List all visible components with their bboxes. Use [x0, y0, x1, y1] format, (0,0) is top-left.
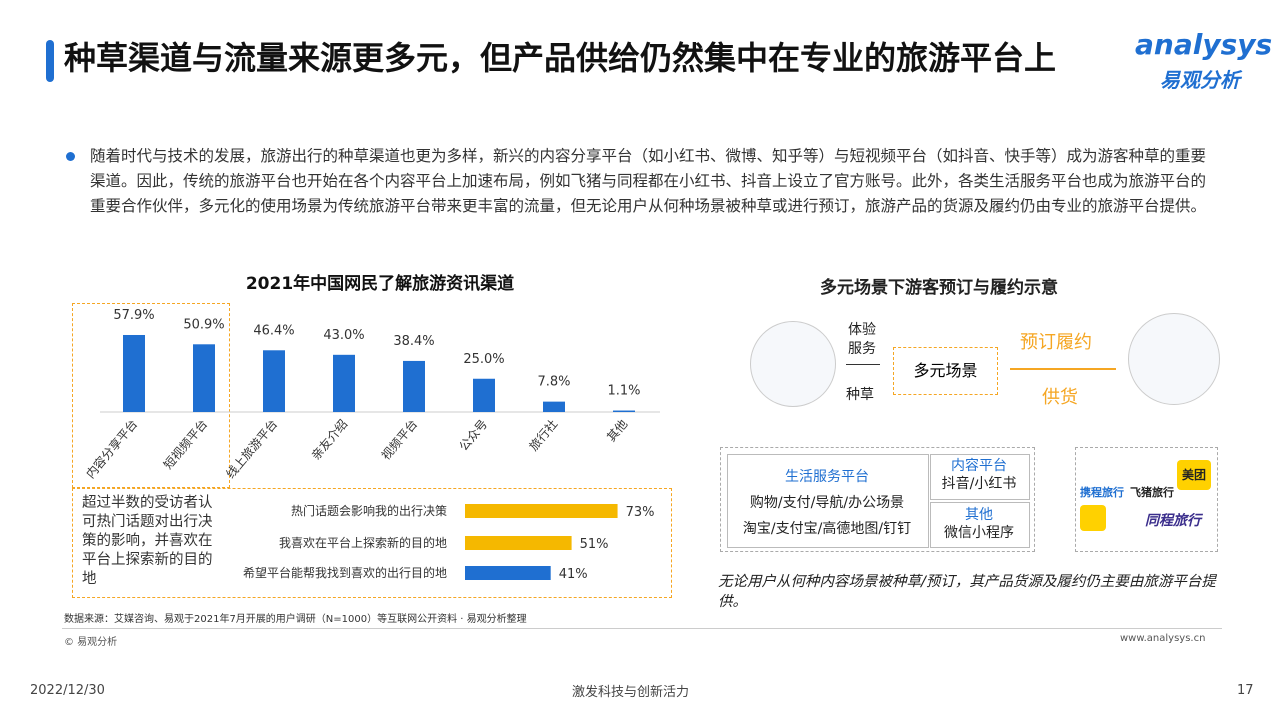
right-bottom-label: 供货 [1042, 387, 1078, 408]
logo: 携程旅行 [1080, 486, 1124, 499]
bullet-text: 随着时代与技术的发展，旅游出行的种草渠道也更为多样，新兴的内容分享平台（如小红书… [90, 147, 1207, 215]
logo: 同程旅行 [1145, 513, 1201, 529]
x-tick-label: 短视频平台 [160, 416, 210, 472]
services-icon [1128, 313, 1220, 405]
logo-icon [1080, 505, 1106, 531]
data-label: 25.0% [463, 352, 504, 367]
x-tick-label: 公众号 [456, 417, 490, 454]
x-tick-label: 视频平台 [378, 416, 420, 462]
copyright: © 易观分析 [64, 637, 118, 648]
page-number: 17 [1237, 683, 1254, 698]
footer-date: 2022/12/30 [30, 683, 105, 698]
data-label: 43.0% [323, 328, 364, 343]
logo: 美团 [1177, 460, 1211, 490]
arrow [1010, 368, 1116, 370]
callout-text: 超过半数的受访者认可热门话题对出行决策的影响，并喜欢在平台上探索新的目的地 [82, 495, 213, 587]
bar [403, 360, 425, 412]
left-top-label: 体验服务 [848, 322, 876, 357]
bullet-dot [66, 152, 75, 161]
x-tick-label: 内容分享平台 [83, 416, 141, 481]
y-tick-label: 希望平台能帮我找到喜欢的出行目的地 [243, 565, 447, 580]
content-box [930, 454, 1030, 500]
bar [263, 350, 285, 412]
life-text: 淘宝/支付宝/高德地图/钉钉 [742, 521, 912, 537]
data-label: 50.9% [183, 317, 224, 332]
logo-en: analysys [1135, 28, 1273, 61]
life-title: 生活服务平台 [785, 469, 869, 485]
traveler-icon [750, 321, 836, 407]
footer-slogan: 激发科技与创新活力 [572, 685, 690, 700]
data-label: 46.4% [253, 323, 294, 338]
callout-box [72, 488, 672, 598]
divider [62, 628, 1222, 629]
bar [333, 354, 355, 412]
life-box [727, 454, 929, 548]
bar [473, 378, 495, 412]
bar [193, 344, 215, 412]
source: 数据来源：艾媒咨询、易观于2021年7月开展的用户调研（N=1000）等互联网公… [64, 614, 527, 625]
chart-title: 2021年中国网民了解旅游资讯渠道 [246, 273, 514, 294]
content-title: 内容平台 [951, 458, 1007, 474]
bar [465, 566, 551, 580]
other-text: 微信小程序 [944, 525, 1014, 541]
left-bottom-label: 种草 [846, 387, 874, 403]
logo-box [1075, 447, 1218, 552]
data-label: 73% [626, 505, 655, 520]
data-label: 51% [580, 537, 609, 552]
content-text: 抖音/小红书 [941, 476, 1017, 492]
data-label: 38.4% [393, 334, 434, 349]
bar [543, 401, 565, 412]
data-label: 7.8% [537, 375, 570, 390]
bar [613, 410, 635, 412]
other-box [930, 502, 1030, 548]
diagram-title: 多元场景下游客预订与履约示意 [820, 278, 1058, 298]
slide-title: 种草渠道与流量来源更多元，但产品供给仍然集中在专业的旅游平台上 [64, 39, 1057, 77]
title-accent [46, 40, 54, 82]
x-tick-label: 其他 [604, 417, 630, 444]
life-text: 购物/支付/导航/办公场景 [749, 495, 905, 511]
y-tick-label: 我喜欢在平台上探索新的目的地 [279, 535, 447, 550]
data-label: 57.9% [113, 308, 154, 323]
data-label: 41% [559, 567, 588, 582]
center-node: 多元场景 [893, 347, 998, 395]
y-tick-label: 热门话题会影响我的出行决策 [291, 503, 447, 518]
bar [123, 334, 145, 412]
bar [465, 536, 572, 550]
platform-box [720, 447, 1035, 552]
highlight-box [72, 303, 230, 488]
data-label: 1.1% [607, 384, 640, 399]
x-tick-label: 亲友介绍 [309, 417, 351, 463]
right-top-label: 预订履约 [1020, 332, 1092, 353]
other-title: 其他 [965, 507, 993, 523]
x-tick-label: 旅行社 [526, 416, 561, 453]
arrow [846, 364, 880, 365]
url: www.analysys.cn [1120, 633, 1206, 644]
diagram-caption: 无论用户从何种内容场景被种草/预订，其产品货源及履约仍主要由旅游平台提供。 [718, 574, 1216, 610]
logo: 飞猪旅行 [1130, 486, 1174, 499]
logo-cn: 易观分析 [1160, 68, 1240, 92]
x-tick-label: 线上旅游平台 [223, 416, 281, 481]
bar [465, 504, 618, 518]
